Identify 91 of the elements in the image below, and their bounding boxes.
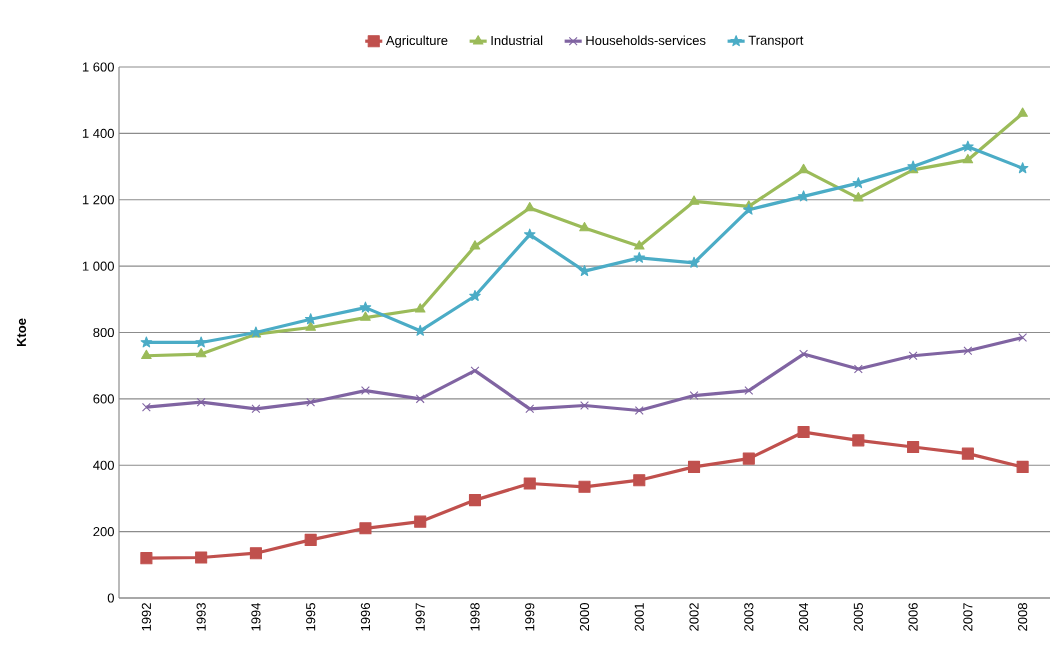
x-tick-label: 2005 <box>853 603 863 631</box>
point <box>853 364 863 374</box>
point <box>1016 162 1029 174</box>
point <box>141 349 152 360</box>
point <box>633 240 645 250</box>
point <box>195 336 207 348</box>
point <box>415 394 425 404</box>
y-axis-title: Ktoe <box>16 318 27 347</box>
x-tick-label: 2006 <box>908 603 918 631</box>
point <box>798 163 809 174</box>
point <box>468 494 482 507</box>
y-tick-label: 200 <box>93 527 114 537</box>
point <box>469 289 481 301</box>
y-tick-label: 800 <box>93 327 114 338</box>
point <box>140 552 153 565</box>
point <box>414 515 427 528</box>
x-tick-label: 1993 <box>196 603 206 631</box>
point <box>1018 333 1028 342</box>
point <box>962 153 974 164</box>
point <box>908 351 918 361</box>
point <box>687 460 701 473</box>
point <box>742 452 755 465</box>
point <box>359 522 372 535</box>
legend-label: Industrial <box>491 35 543 46</box>
point <box>743 203 755 215</box>
y-tick-label: 1 000 <box>82 261 114 271</box>
point <box>195 551 208 564</box>
point <box>141 402 151 412</box>
point <box>852 434 865 447</box>
y-tick-label: 1 400 <box>82 128 114 138</box>
legend-label: Transport <box>748 35 804 48</box>
point <box>360 311 371 321</box>
point <box>579 221 590 232</box>
y-tick-label: 1 600 <box>82 62 114 72</box>
x-tick-label: 1995 <box>306 603 316 631</box>
point <box>799 349 809 359</box>
point <box>578 265 591 277</box>
point <box>962 140 974 152</box>
point <box>963 346 973 356</box>
point <box>1016 460 1029 473</box>
point <box>907 440 920 454</box>
point <box>580 401 589 410</box>
point <box>523 477 536 490</box>
point <box>688 195 700 205</box>
point <box>469 240 481 250</box>
x-tick-label: 2003 <box>744 603 754 631</box>
point <box>195 348 207 358</box>
point <box>524 202 536 212</box>
y-tick-label: 1 200 <box>82 195 114 205</box>
y-tick-label: 0 <box>107 593 114 603</box>
point <box>359 301 372 313</box>
x-tick-label: 2004 <box>798 602 809 631</box>
point <box>414 324 426 336</box>
point <box>633 251 646 263</box>
legend-label: Agriculture <box>385 35 448 48</box>
point <box>470 366 480 376</box>
x-tick-label: 1994 <box>251 602 261 631</box>
x-tick-label: 1999 <box>525 603 535 631</box>
point <box>304 533 317 546</box>
point <box>306 397 316 407</box>
point <box>251 404 261 414</box>
x-tick-label: 2002 <box>689 603 699 631</box>
x-tick-label: 2000 <box>579 603 590 631</box>
point <box>414 303 426 313</box>
point <box>523 228 536 240</box>
x-tick-label: 1992 <box>141 603 151 631</box>
point <box>361 386 370 396</box>
point <box>688 256 700 268</box>
point <box>249 547 262 560</box>
point <box>305 321 316 331</box>
y-tick-label: 400 <box>93 460 114 470</box>
x-tick-label: 2007 <box>963 603 973 631</box>
x-tick-label: 1996 <box>360 603 371 631</box>
point <box>744 386 754 396</box>
x-tick-label: 2008 <box>1018 603 1028 631</box>
point <box>961 447 974 460</box>
point <box>633 474 646 487</box>
point <box>853 192 864 202</box>
y-tick-label: 600 <box>93 394 114 404</box>
point <box>634 406 644 415</box>
point <box>196 397 206 407</box>
x-tick-label: 1998 <box>470 603 480 631</box>
legend-label: Households-services <box>586 35 706 46</box>
x-tick-label: 1997 <box>415 603 425 631</box>
point <box>140 336 153 348</box>
point <box>578 480 591 493</box>
point <box>525 404 535 414</box>
x-tick-label: 2001 <box>634 603 644 631</box>
point <box>689 391 699 400</box>
point <box>797 426 810 439</box>
point <box>1017 107 1028 117</box>
